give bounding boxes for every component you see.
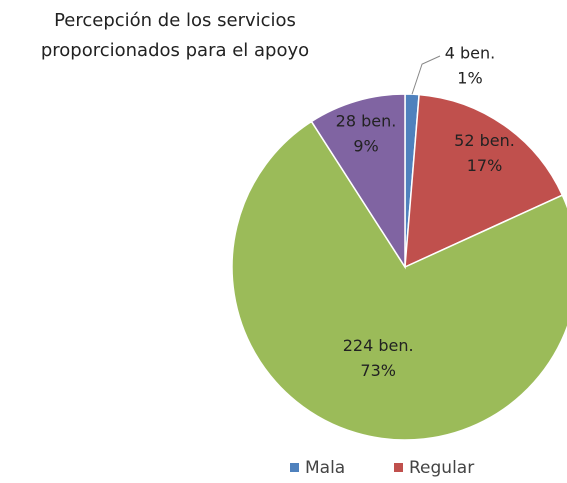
chart-title: Percepción de los servicios proporcionad…	[40, 10, 310, 61]
legend-swatch	[290, 463, 299, 472]
legend-label: Regular	[409, 458, 474, 478]
leader-line	[411, 55, 441, 95]
data-label: 52 ben.	[454, 131, 515, 150]
pie-slice	[310, 93, 406, 270]
legend-label: Mala	[305, 458, 345, 478]
percent-label: 73%	[360, 361, 396, 380]
data-label: 4 ben.	[445, 44, 496, 63]
percent-label: 17%	[467, 156, 503, 175]
data-label: 224 ben.	[343, 336, 414, 355]
data-label: 28 ben.	[336, 112, 397, 131]
pie-slice	[404, 93, 564, 269]
percent-label: 9%	[353, 137, 378, 156]
percent-label: 1%	[457, 69, 482, 88]
pie-slice	[231, 120, 567, 441]
legend-swatch	[394, 463, 403, 472]
